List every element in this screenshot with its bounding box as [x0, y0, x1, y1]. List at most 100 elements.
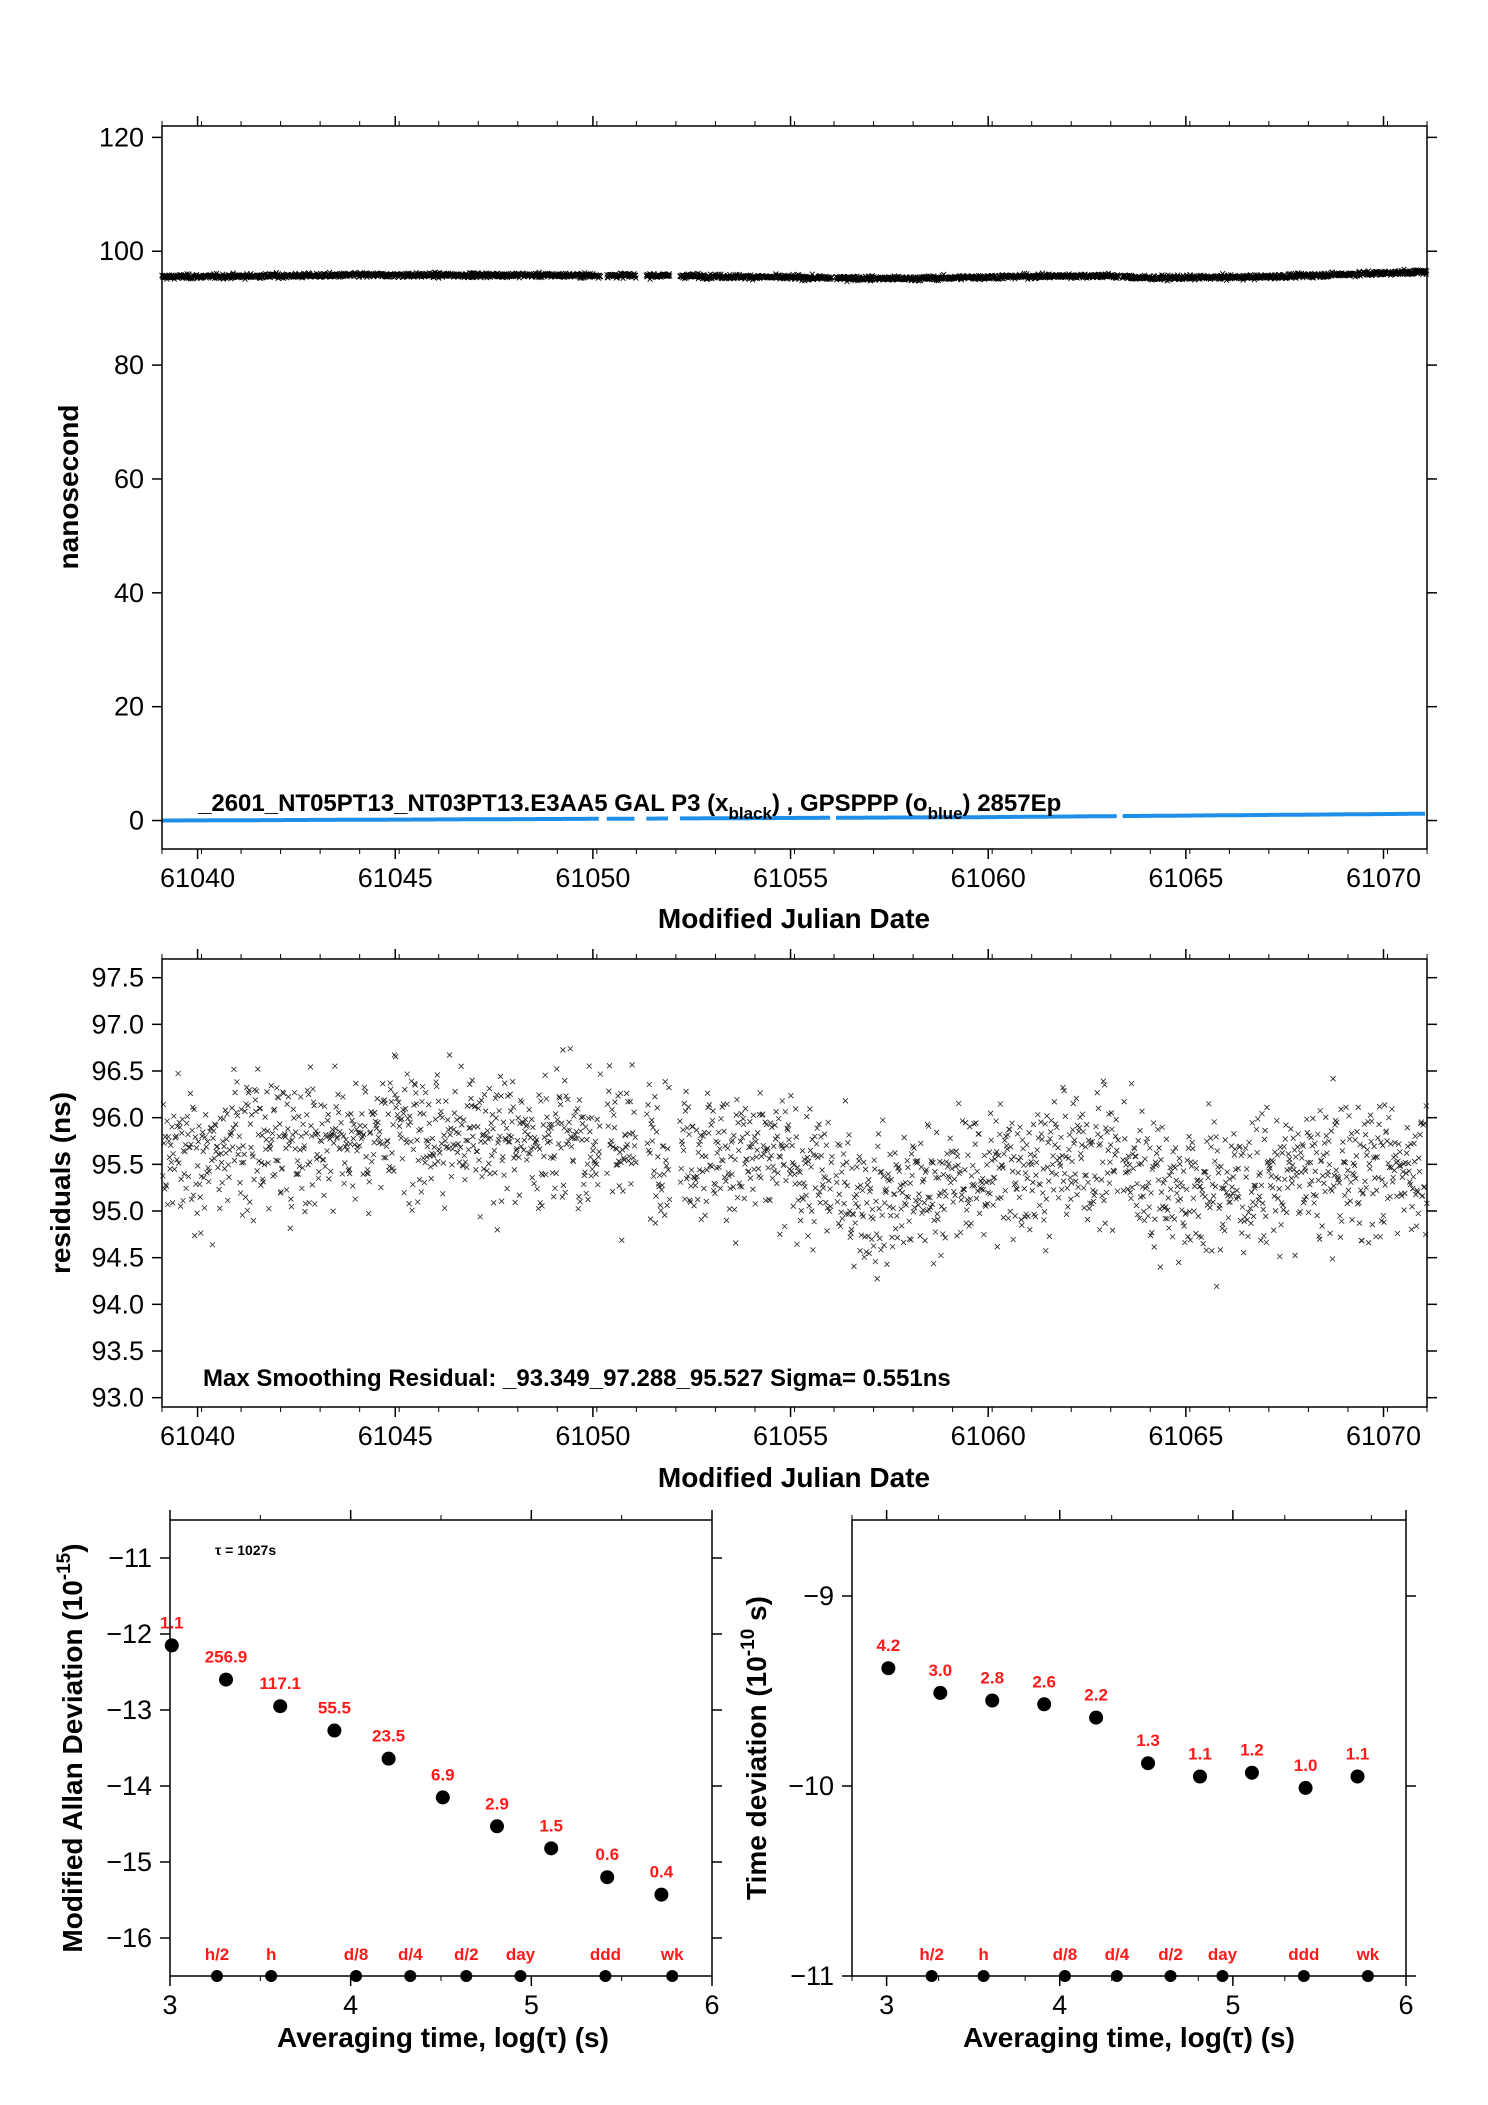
residual-point	[218, 1159, 225, 1166]
residual-point	[1058, 1186, 1065, 1193]
residual-point	[1386, 1114, 1392, 1121]
residual-point	[1128, 1195, 1134, 1202]
residual-point	[180, 1197, 186, 1204]
residual-point	[925, 1194, 931, 1200]
residual-point	[864, 1200, 870, 1206]
residual-point	[898, 1206, 904, 1212]
residual-point	[604, 1101, 611, 1107]
x-tick-label: 61055	[753, 863, 828, 893]
residual-point	[659, 1182, 665, 1189]
residual-point	[757, 1090, 763, 1096]
residual-point	[435, 1098, 442, 1105]
residual-point	[422, 1159, 428, 1166]
residual-point	[1332, 1122, 1338, 1128]
residual-point	[184, 1113, 191, 1120]
y-tick-label: 0	[129, 806, 144, 836]
residual-point	[509, 1078, 516, 1085]
residual-point	[183, 1185, 189, 1192]
residual-point	[464, 1103, 471, 1109]
residual-point	[735, 1147, 742, 1154]
residual-point	[631, 1109, 637, 1115]
residual-point	[1181, 1223, 1188, 1229]
residual-point	[167, 1142, 174, 1148]
residual-point	[932, 1168, 938, 1175]
residual-point	[702, 1212, 708, 1219]
residual-point	[205, 1165, 211, 1171]
residual-point	[188, 1196, 195, 1203]
residual-point	[900, 1181, 906, 1188]
residual-point	[703, 1198, 710, 1205]
residual-point	[572, 1108, 579, 1115]
residual-point	[962, 1167, 968, 1173]
residual-point	[1261, 1136, 1268, 1143]
residual-point	[947, 1135, 953, 1142]
deviation-point-label: 1.2	[1240, 1741, 1264, 1760]
residual-point	[867, 1185, 874, 1192]
residual-point	[1303, 1116, 1310, 1123]
residual-point	[568, 1143, 575, 1150]
interval-marker-label: d/8	[1053, 1945, 1078, 1964]
residual-point	[827, 1186, 833, 1192]
residual-point	[657, 1202, 664, 1209]
residual-point	[1050, 1153, 1056, 1159]
residual-point	[527, 1134, 534, 1141]
residual-point	[792, 1106, 799, 1112]
residual-point	[361, 1084, 368, 1091]
residual-point	[1096, 1226, 1103, 1233]
residual-point	[504, 1093, 511, 1099]
deviation-point-label: 2.9	[485, 1794, 509, 1813]
interval-marker-label: h	[978, 1945, 988, 1964]
residual-point	[1298, 1169, 1305, 1175]
residual-point	[480, 1131, 487, 1137]
residual-point	[860, 1213, 866, 1220]
residual-point	[800, 1180, 807, 1186]
residual-point	[773, 1108, 779, 1115]
residual-point	[585, 1196, 591, 1203]
residual-point	[985, 1178, 992, 1185]
y-tick-label: 97.5	[91, 963, 144, 993]
residual-point	[488, 1120, 494, 1126]
residual-point	[460, 1163, 466, 1169]
residual-point	[541, 1134, 548, 1141]
residual-point	[753, 1154, 760, 1160]
residual-point	[805, 1158, 812, 1165]
residual-point	[268, 1082, 275, 1089]
residual-point	[1253, 1202, 1259, 1208]
residual-point	[1310, 1115, 1316, 1122]
residual-point	[1246, 1153, 1253, 1159]
residual-point	[685, 1104, 692, 1110]
residual-point	[1196, 1183, 1203, 1190]
residual-point	[438, 1108, 444, 1115]
residual-point	[927, 1194, 933, 1201]
residual-point	[302, 1208, 308, 1215]
residual-point	[1403, 1150, 1410, 1156]
x-tick-label: 61045	[358, 863, 433, 893]
residual-point	[561, 1077, 568, 1084]
residual-point	[1031, 1153, 1038, 1159]
residual-point	[384, 1138, 391, 1144]
residual-point	[461, 1152, 468, 1159]
residual-point	[936, 1193, 942, 1199]
residual-point	[1012, 1180, 1019, 1186]
residual-point	[508, 1108, 514, 1114]
residual-point	[694, 1173, 700, 1180]
residual-point	[484, 1127, 491, 1134]
residual-point	[1125, 1186, 1131, 1192]
residual-point	[319, 1121, 325, 1127]
residual-point	[593, 1161, 600, 1167]
interval-marker-label: d/2	[454, 1945, 479, 1964]
deviation-point	[1244, 1765, 1259, 1780]
residual-point	[798, 1207, 805, 1214]
residual-point	[593, 1171, 599, 1177]
residual-point	[631, 1143, 638, 1149]
residual-point	[1098, 1134, 1104, 1140]
residual-point	[236, 1133, 243, 1140]
residual-point	[780, 1145, 786, 1152]
residual-point	[1385, 1160, 1392, 1167]
residual-point	[1191, 1208, 1197, 1214]
residual-point	[819, 1167, 825, 1173]
residual-point	[299, 1165, 306, 1171]
residual-point	[1166, 1225, 1172, 1231]
residual-point	[835, 1220, 842, 1227]
